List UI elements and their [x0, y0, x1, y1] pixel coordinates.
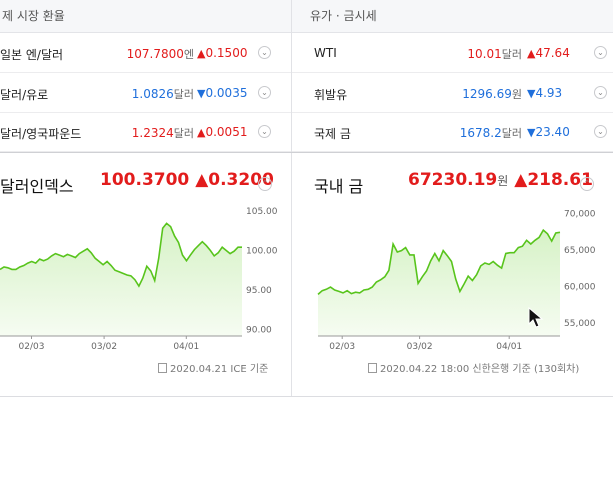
- oil-row-gasoline[interactable]: 휘발유 1296.69원 ▼4.93 ⌄: [292, 74, 613, 113]
- down-arrow-icon: ▼: [197, 87, 206, 100]
- featured-gold-value: 67230.19원 ▲218.61: [408, 170, 593, 190]
- y-tick-label: 100.00: [246, 246, 278, 256]
- series-line: [0, 222, 242, 288]
- fx-row-name: 일본 엔/달러: [0, 48, 64, 62]
- chevron-down-icon[interactable]: ⌄: [594, 86, 607, 99]
- oil-section-header: 유가 · 금시세: [292, 0, 613, 33]
- fx-row-change: ▲0.1500: [197, 46, 248, 60]
- fx-row-value: 107.7800엔: [126, 47, 194, 61]
- mouse-cursor-icon: [528, 306, 544, 328]
- area-fill: [318, 230, 560, 336]
- fx-row-name: 달러/유로: [0, 88, 49, 102]
- oil-section-title: 유가 · 금시세: [310, 9, 377, 23]
- up-arrow-icon: ▲: [197, 126, 206, 139]
- series-line: [317, 228, 561, 296]
- domestic-gold-chart: 55,000 60,000 65,000 70,000 02/03 03/02 04/01: [314, 200, 613, 358]
- chevron-down-icon[interactable]: ⌄: [258, 86, 271, 99]
- chevron-down-icon[interactable]: ⌄: [594, 125, 607, 138]
- fx-row-jpy[interactable]: 일본 엔/달러 107.7800엔 ▲0.1500 ⌄: [0, 34, 291, 73]
- featured-fx-name: 달러인덱스: [0, 177, 74, 196]
- dollar-index-chart: 90.00 95.00 100.00 105.00 02/03 03/02 04/01: [0, 200, 280, 358]
- y-tick-label: 95.00: [246, 286, 272, 296]
- down-arrow-icon: ▼: [527, 87, 536, 100]
- fx-row-change: ▲0.0051: [197, 125, 248, 139]
- up-arrow-icon: ▲: [514, 170, 528, 190]
- y-tick-label: 70,000: [564, 209, 596, 219]
- fx-row-name: 달러/영국파운드: [0, 127, 82, 141]
- fx-row-eur[interactable]: 달러/유로 1.0826달러 ▼0.0035 ⌄: [0, 74, 291, 113]
- featured-gold-name: 국내 금: [314, 177, 364, 196]
- chevron-down-icon[interactable]: ⌄: [594, 46, 607, 59]
- chevron-down-icon[interactable]: ⌄: [258, 46, 271, 59]
- fx-section-title: 제 시장 환율: [2, 9, 65, 23]
- y-tick-label: 105.00: [246, 207, 278, 217]
- oil-row-change: ▼23.40: [527, 125, 570, 139]
- x-tick-label: 04/01: [496, 342, 522, 352]
- oil-row-name: 휘발유: [314, 88, 348, 102]
- x-tick-label: 03/02: [91, 342, 117, 352]
- x-tick-label: 02/03: [19, 342, 45, 352]
- oil-row-gold[interactable]: 국제 금 1678.2달러 ▼23.40 ⌄: [292, 113, 613, 152]
- x-tick-label: 03/02: [407, 342, 433, 352]
- column-divider: [291, 0, 292, 396]
- y-tick-label: 55,000: [564, 319, 596, 329]
- gold-basis-note: 2020.04.22 18:00 신한은행 기준 (130회차): [368, 360, 579, 375]
- fx-row-change: ▼0.0035: [197, 86, 248, 100]
- fx-section-header: 제 시장 환율: [0, 0, 291, 33]
- document-icon: [158, 363, 167, 373]
- area-fill: [0, 223, 242, 336]
- oil-row-value: 10.01달러: [467, 47, 522, 61]
- oil-row-name: WTI: [314, 46, 337, 60]
- chevron-up-icon[interactable]: ⌃: [580, 177, 594, 191]
- dollar-index-chart-svg: 90.00 95.00 100.00 105.00 02/03 03/02 04/01: [0, 207, 278, 352]
- x-tick-label: 02/03: [329, 342, 355, 352]
- oil-row-wti[interactable]: WTI 10.01달러 ▲47.64 ⌄: [292, 34, 613, 73]
- fx-row-value: 1.0826달러: [131, 87, 194, 101]
- chevron-down-icon[interactable]: ⌄: [258, 125, 271, 138]
- featured-fx-value: 100.3700 ▲0.3200: [100, 170, 274, 190]
- oil-row-change: ▼4.93: [527, 86, 563, 100]
- down-arrow-icon: ▼: [527, 126, 536, 139]
- section-separator: [0, 152, 613, 153]
- up-arrow-icon: ▲: [195, 170, 209, 190]
- chevron-up-icon[interactable]: ⌃: [258, 177, 272, 191]
- fx-basis-note: 2020.04.21 ICE 기준: [158, 360, 268, 375]
- y-tick-label: 60,000: [564, 282, 596, 292]
- fx-row-gbp[interactable]: 달러/영국파운드 1.2324달러 ▲0.0051 ⌄: [0, 113, 291, 152]
- oil-row-name: 국제 금: [314, 127, 351, 141]
- document-icon: [368, 363, 377, 373]
- x-tick-label: 04/01: [173, 342, 199, 352]
- up-arrow-icon: ▲: [527, 47, 536, 60]
- oil-row-value: 1296.69원: [462, 87, 522, 101]
- section-separator-bottom: [0, 396, 613, 397]
- fx-row-value: 1.2324달러: [131, 126, 194, 140]
- oil-row-change: ▲47.64: [527, 46, 570, 60]
- y-tick-label: 90.00: [246, 326, 272, 336]
- oil-row-value: 1678.2달러: [459, 126, 522, 140]
- y-tick-label: 65,000: [564, 246, 596, 256]
- up-arrow-icon: ▲: [197, 47, 206, 60]
- domestic-gold-chart-svg: 55,000 60,000 65,000 70,000 02/03 03/02 04/01: [317, 209, 596, 352]
